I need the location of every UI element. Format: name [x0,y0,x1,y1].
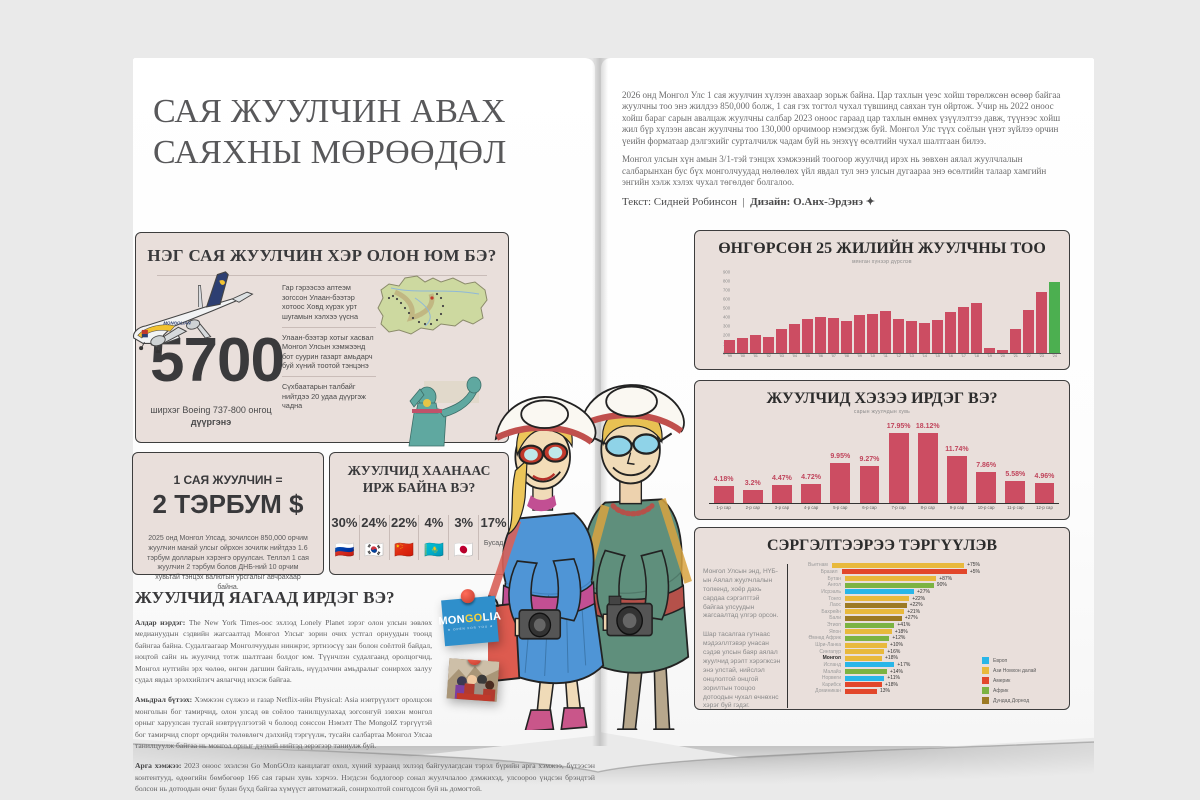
svg-text:MONGOLIAN: MONGOLIAN [163,321,191,326]
